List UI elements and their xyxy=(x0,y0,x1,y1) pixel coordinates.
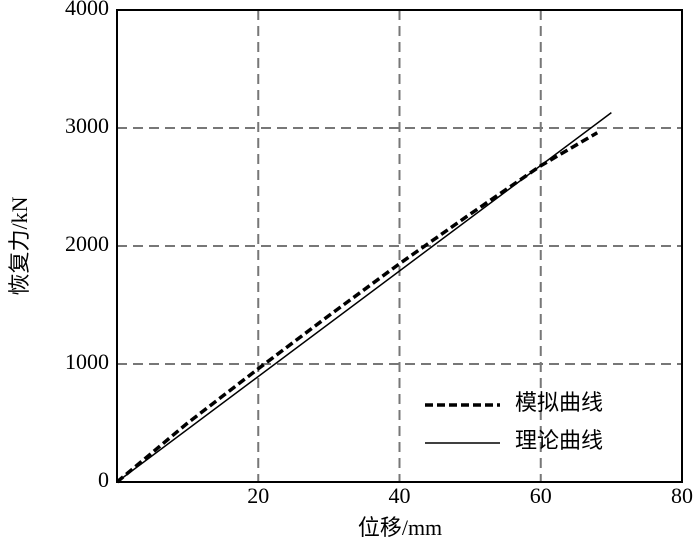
line xyxy=(116,112,612,483)
legend-label: 理论曲线 xyxy=(515,428,603,453)
x-tick-label: 20 xyxy=(247,483,269,508)
x-tick-label: 40 xyxy=(389,483,411,508)
y-tick-label: 2000 xyxy=(65,231,109,256)
line xyxy=(115,131,599,484)
y-tick-label: 4000 xyxy=(65,0,109,20)
legend-label: 模拟曲线 xyxy=(515,390,603,415)
x-tick-label: 80 xyxy=(671,483,693,508)
x-tick-label: 60 xyxy=(530,483,552,508)
x-axis-label: 位移/mm xyxy=(358,515,442,540)
y-tick-label: 0 xyxy=(98,467,109,492)
y-tick-label: 3000 xyxy=(65,113,109,138)
y-axis-label: 恢复力/kN xyxy=(7,196,32,295)
plot-frame xyxy=(116,9,683,483)
y-tick-label: 1000 xyxy=(65,349,109,374)
